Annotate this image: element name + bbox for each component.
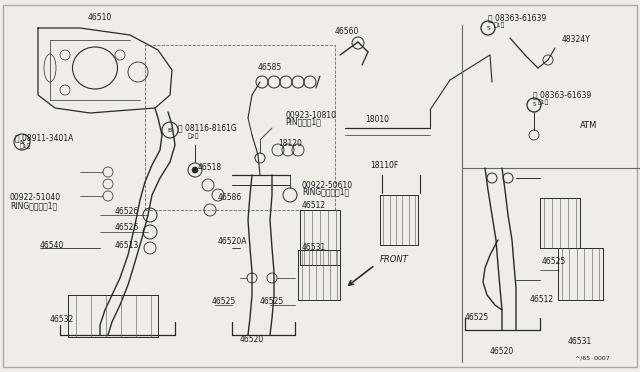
Text: （1）: （1） — [538, 99, 549, 105]
Text: RINGリング（1）: RINGリング（1） — [302, 187, 349, 196]
Text: 46512: 46512 — [530, 295, 554, 305]
Text: 46518: 46518 — [198, 164, 222, 173]
Text: 00922-51040: 00922-51040 — [10, 193, 61, 202]
Text: 46531: 46531 — [302, 244, 326, 253]
Text: 18010: 18010 — [365, 115, 389, 125]
Text: 46586: 46586 — [218, 193, 243, 202]
Text: 46510: 46510 — [88, 13, 112, 22]
Text: Ⓢ 08363-61639: Ⓢ 08363-61639 — [488, 13, 547, 22]
Text: 46520: 46520 — [490, 347, 515, 356]
Text: N: N — [20, 140, 24, 144]
Text: 46526: 46526 — [115, 224, 140, 232]
Text: 46525: 46525 — [260, 298, 284, 307]
Text: ^/65 0007: ^/65 0007 — [575, 356, 610, 360]
Bar — [145, 45, 335, 210]
Text: 46525: 46525 — [212, 298, 236, 307]
Text: 46531: 46531 — [568, 337, 592, 346]
Text: （2）: （2） — [188, 133, 200, 139]
Text: B: B — [168, 128, 172, 132]
Text: 46525: 46525 — [542, 257, 566, 266]
Text: Ⓐ 08116-8161G: Ⓐ 08116-8161G — [178, 124, 237, 132]
Text: 18110F: 18110F — [370, 160, 398, 170]
Text: Ⓢ 08363-61639: Ⓢ 08363-61639 — [533, 90, 591, 99]
Text: 46525: 46525 — [465, 314, 489, 323]
Circle shape — [192, 167, 198, 173]
Text: 46526: 46526 — [115, 208, 140, 217]
Text: 46540: 46540 — [40, 241, 65, 250]
Text: 46520A: 46520A — [218, 237, 248, 247]
Text: Ⓝ 08911-3401A: Ⓝ 08911-3401A — [15, 134, 74, 142]
Text: 00923-10810: 00923-10810 — [285, 110, 336, 119]
Text: 18120: 18120 — [278, 138, 302, 148]
Text: （1）: （1） — [20, 143, 31, 149]
Text: 46560: 46560 — [335, 28, 360, 36]
Text: PINピン（1）: PINピン（1） — [285, 118, 321, 126]
Text: 46532: 46532 — [50, 315, 74, 324]
Text: 46512: 46512 — [302, 201, 326, 209]
Text: RINGリング（1）: RINGリング（1） — [10, 202, 57, 211]
Text: 48324Y: 48324Y — [562, 35, 591, 45]
Text: （1）: （1） — [494, 22, 506, 28]
Text: ATM: ATM — [580, 121, 597, 129]
Text: FRONT: FRONT — [380, 256, 409, 264]
Text: 46520: 46520 — [240, 336, 264, 344]
Text: 00922-50610: 00922-50610 — [302, 180, 353, 189]
Text: S: S — [532, 103, 536, 108]
Text: 46513: 46513 — [115, 241, 140, 250]
Text: S: S — [486, 26, 490, 31]
Text: 46585: 46585 — [258, 62, 282, 71]
